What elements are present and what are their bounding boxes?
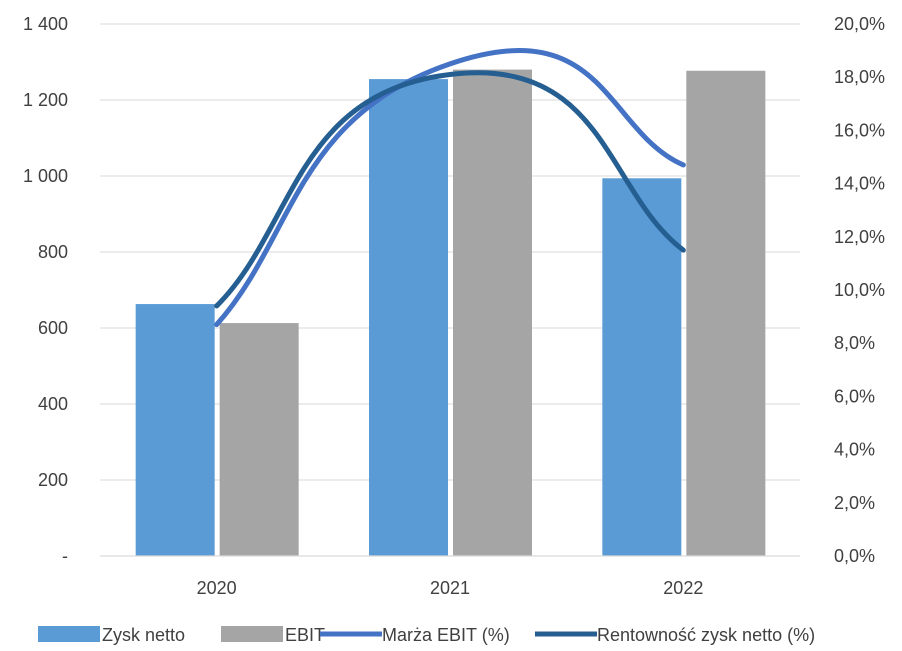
legend-swatch	[38, 626, 100, 642]
x-tick-label: 2022	[663, 578, 703, 598]
x-tick-label: 2020	[197, 578, 237, 598]
left-tick-label: 1 400	[23, 14, 68, 34]
legend-item: EBIT	[221, 625, 325, 645]
x-tick-label: 2021	[430, 578, 470, 598]
legend-label: Marża EBIT (%)	[382, 625, 510, 645]
left-tick-label: 800	[38, 242, 68, 262]
legend-swatch	[221, 626, 283, 642]
bar-series	[135, 69, 766, 557]
right-tick-label: 10,0%	[834, 280, 885, 300]
left-tick-label: -	[62, 546, 68, 566]
legend-label: Zysk netto	[102, 625, 185, 645]
right-tick-label: 4,0%	[834, 440, 875, 460]
line-rentowno-zysk-netto-	[214, 70, 686, 309]
line-series	[214, 48, 686, 328]
left-tick-label: 200	[38, 470, 68, 490]
right-tick-label: 20,0%	[834, 14, 885, 34]
left-tick-label: 600	[38, 318, 68, 338]
left-tick-label: 1 200	[23, 90, 68, 110]
legend: Zysk netto EBIT Marża EBIT (%) Rentowność z…	[38, 625, 815, 645]
legend-label: EBIT	[285, 625, 325, 645]
bar-ebit-2022	[686, 70, 766, 557]
gridlines	[100, 23, 800, 481]
legend-item: Marża EBIT (%)	[320, 625, 510, 645]
right-tick-label: 2,0%	[834, 493, 875, 513]
bar-zysk-netto-2021	[369, 79, 448, 556]
right-tick-label: 16,0%	[834, 120, 885, 140]
bar-zysk-netto-2020	[135, 304, 215, 556]
right-tick-label: 8,0%	[834, 333, 875, 353]
bar-zysk-netto-2022	[602, 178, 682, 556]
legend-label: Rentowność zysk netto (%)	[597, 625, 815, 645]
right-tick-label: 14,0%	[834, 174, 885, 194]
bar-ebit-2021	[453, 69, 532, 556]
right-tick-label: 18,0%	[834, 67, 885, 87]
right-tick-label: 12,0%	[834, 227, 885, 247]
left-tick-label: 1 000	[23, 166, 68, 186]
right-tick-label: 6,0%	[834, 386, 875, 406]
right-tick-label: 0,0%	[834, 546, 875, 566]
x-axis-tick-labels: 2020 2021 2022	[197, 578, 704, 598]
legend-item: Rentowność zysk netto (%)	[535, 625, 815, 645]
left-tick-label: 400	[38, 394, 68, 414]
bar-ebit-2020	[219, 323, 299, 556]
legend-item: Zysk netto	[38, 625, 185, 645]
line-mar-a-ebit-	[214, 48, 686, 328]
left-axis-tick-labels: - 200 400 600 800 1 000 1 200 1 400	[23, 14, 68, 566]
right-axis-tick-labels: 0,0% 2,0% 4,0% 6,0% 8,0% 10,0% 12,0% 14,0% 16,0%…	[834, 14, 885, 566]
